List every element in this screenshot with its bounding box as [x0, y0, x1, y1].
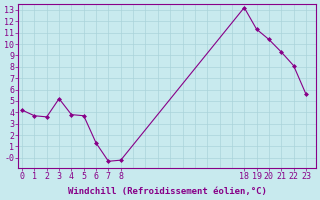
X-axis label: Windchill (Refroidissement éolien,°C): Windchill (Refroidissement éolien,°C)	[68, 187, 267, 196]
